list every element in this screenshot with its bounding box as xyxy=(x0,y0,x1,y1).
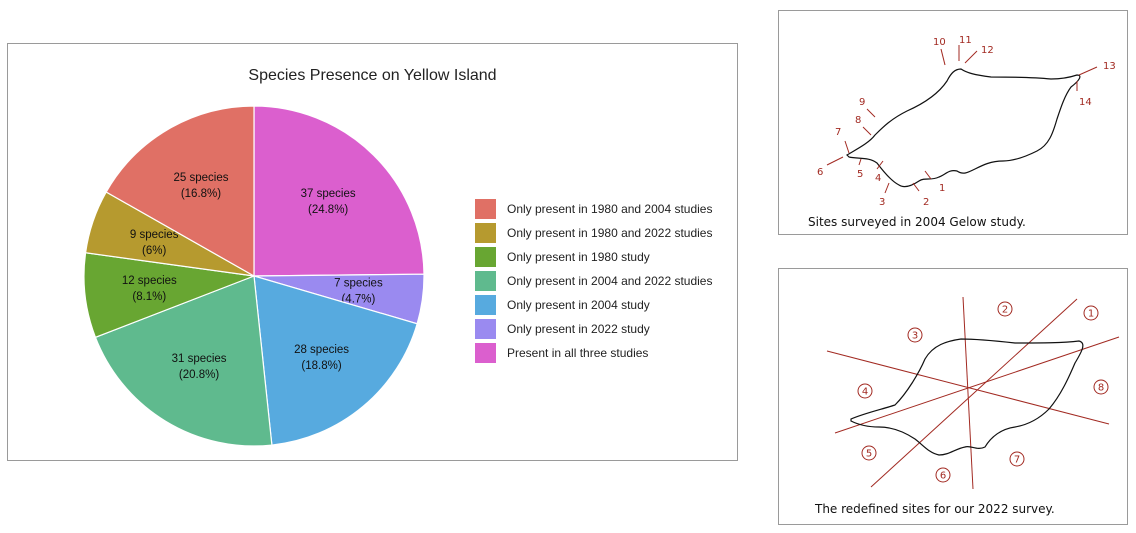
site-number-label: 8 xyxy=(855,115,861,126)
legend-swatch xyxy=(475,271,496,291)
site-number-label: 11 xyxy=(959,35,972,46)
slice-count-label: 12 species xyxy=(122,275,177,287)
site-number-label: 10 xyxy=(933,37,946,48)
site-circle xyxy=(1093,379,1109,395)
pie-slice xyxy=(253,275,418,446)
legend-label: Only present in 2022 study xyxy=(507,322,650,336)
site-number-label: 6 xyxy=(817,167,823,178)
site-number-label: 7 xyxy=(835,127,841,138)
site-circle xyxy=(935,467,951,483)
legend: Only present in 1980 and 2004 studies Onl… xyxy=(475,197,712,365)
legend-label: Only present in 1980 and 2022 studies xyxy=(507,226,713,240)
map-2022-panel: 1 2 3 4 5 6 7 8 The redefined sites for our 202… xyxy=(778,268,1128,525)
site-number-label: 1 xyxy=(939,183,945,194)
site-number-label: 2 xyxy=(1002,305,1008,316)
site-number-label: 5 xyxy=(857,169,863,180)
site-number-label: 7 xyxy=(1014,455,1020,466)
slice-count-label: 9 species xyxy=(130,229,179,241)
slice-count-label: 7 species xyxy=(334,277,383,289)
legend-item: Only present in 1980 and 2004 studies xyxy=(475,197,712,221)
site-number-label: 8 xyxy=(1098,383,1104,394)
legend-label: Only present in 1980 study xyxy=(507,250,650,264)
site-number-label: 5 xyxy=(866,449,872,460)
slice-count-label: 37 species xyxy=(301,188,356,200)
slice-percent-label: (20.8%) xyxy=(179,369,219,381)
legend-swatch xyxy=(475,247,496,267)
site-number-label: 4 xyxy=(875,173,881,184)
legend-item: Only present in 1980 study xyxy=(475,245,712,269)
legend-item: Only present in 2004 study xyxy=(475,293,712,317)
arrow-icon xyxy=(884,182,890,194)
site-circle xyxy=(907,327,923,343)
legend-item: Only present in 2004 and 2022 studies xyxy=(475,269,712,293)
arrow-icon xyxy=(924,170,932,180)
arrow-icon xyxy=(912,182,920,192)
site-circle xyxy=(1009,451,1025,467)
site-circle xyxy=(997,301,1013,317)
pie-slice xyxy=(94,275,273,447)
legend-item: Present in all three studies xyxy=(475,341,712,365)
arrow-icon xyxy=(876,160,884,170)
arrow-icon xyxy=(940,48,946,66)
island-outline xyxy=(850,338,1084,456)
site-number-label: 13 xyxy=(1103,61,1116,72)
slice-percent-label: (18.8%) xyxy=(301,360,341,372)
slice-count-label: 31 species xyxy=(172,353,227,365)
arrow-icon xyxy=(858,158,862,166)
legend-swatch xyxy=(475,223,496,243)
site-number-label: 14 xyxy=(1079,97,1092,108)
island-outline xyxy=(846,68,1081,188)
site-circle xyxy=(857,383,873,399)
legend-swatch xyxy=(475,199,496,219)
site-number-label: 2 xyxy=(923,197,929,208)
site-number-label: 3 xyxy=(912,331,918,342)
arrow-icon xyxy=(866,108,876,118)
pie-slice xyxy=(253,105,425,277)
site-circle xyxy=(1083,305,1099,321)
site-division-lines xyxy=(826,296,1120,490)
pie-slice xyxy=(105,105,255,278)
chart-title: Species Presence on Yellow Island xyxy=(248,67,497,84)
arrow-icon xyxy=(826,156,844,166)
arrow-icon xyxy=(964,50,978,64)
slice-percent-label: (16.8%) xyxy=(181,188,221,200)
pie-chart-panel: Species Presence on Yellow Island 37 spe… xyxy=(7,43,738,461)
site-number-label: 12 xyxy=(981,45,994,56)
site-circle xyxy=(861,445,877,461)
slice-percent-label: (4.7%) xyxy=(341,293,375,305)
legend-label: Only present in 2004 and 2022 studies xyxy=(507,274,713,288)
map-2004-panel: 1 2 3 4 5 6 7 8 9 10 11 12 13 14 Sites surveyed in 20… xyxy=(778,10,1128,235)
arrow-icon xyxy=(844,140,850,154)
legend-swatch xyxy=(475,319,496,339)
arrow-icon xyxy=(1078,66,1098,76)
division-line xyxy=(870,298,1078,488)
site-number-label: 3 xyxy=(879,197,885,208)
legend-label: Only present in 1980 and 2004 studies xyxy=(507,202,713,216)
division-line xyxy=(962,296,974,490)
legend-label: Only present in 2004 study xyxy=(507,298,650,312)
site-number-label: 4 xyxy=(862,387,868,398)
legend-swatch xyxy=(475,343,496,363)
legend-item: Only present in 2022 study xyxy=(475,317,712,341)
island-map-2022: 1 2 3 4 5 6 7 8 xyxy=(826,296,1120,490)
arrow-icon xyxy=(862,126,872,136)
slice-percent-label: (6%) xyxy=(142,245,166,257)
legend-item: Only present in 1980 and 2022 studies xyxy=(475,221,712,245)
map-2022-caption: The redefined sites for our 2022 survey. xyxy=(815,502,1055,516)
slice-count-label: 28 species xyxy=(294,344,349,356)
map-2004-caption: Sites surveyed in 2004 Gelow study. xyxy=(808,215,1026,229)
legend-swatch xyxy=(475,295,496,315)
site-number-label: 1 xyxy=(1088,309,1094,320)
slice-count-label: 25 species xyxy=(173,172,228,184)
slice-percent-label: (8.1%) xyxy=(132,291,166,303)
legend-label: Present in all three studies xyxy=(507,346,649,360)
division-line xyxy=(834,336,1120,434)
site-number-label: 9 xyxy=(859,97,865,108)
slice-percent-label: (24.8%) xyxy=(308,204,348,216)
site-number-label: 6 xyxy=(940,471,946,482)
pie-chart: 37 species (24.8%) 7 species (4.7%) 28 speci… xyxy=(83,105,425,447)
